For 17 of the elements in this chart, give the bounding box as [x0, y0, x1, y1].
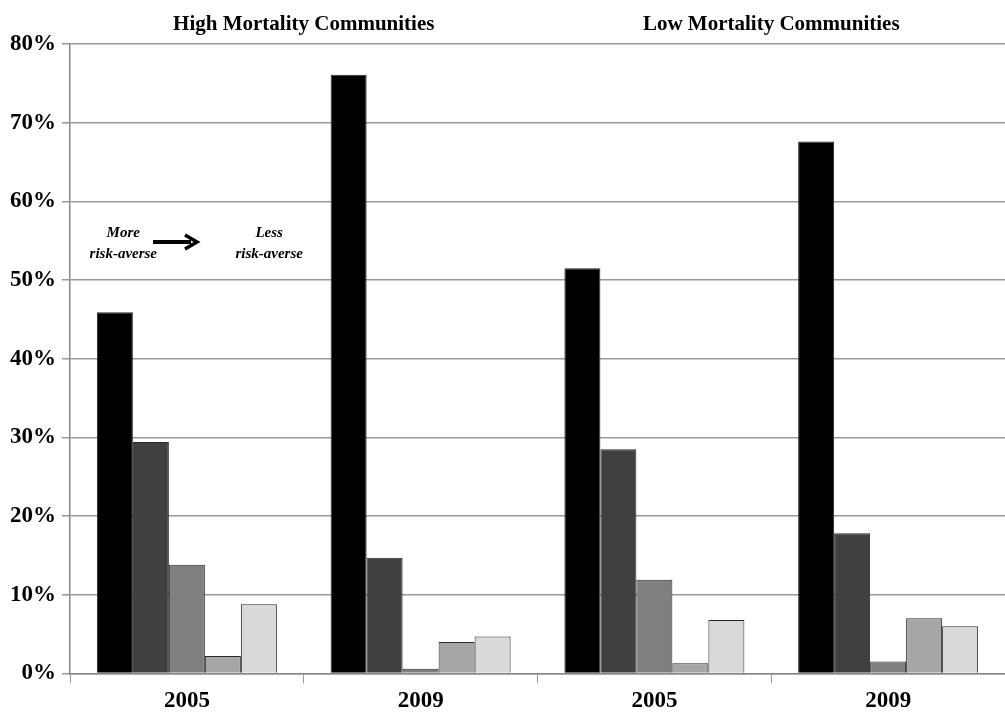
y-tick-label: 30% [10, 423, 56, 449]
text: High Mortality Communities [173, 11, 435, 36]
y-tick-label: 20% [10, 501, 56, 527]
x-tick-label: 2005 [163, 687, 210, 713]
x-tick-label: 2005 [631, 687, 678, 713]
y-tick-label: 0% [21, 659, 56, 685]
y-tick-label: 60% [10, 187, 56, 213]
y-tick-label: 80% [10, 29, 56, 55]
x-tick-label: 2009 [397, 687, 444, 713]
y-tick-label: 40% [10, 344, 56, 370]
annotation: More risk-averse [89, 223, 158, 261]
text: Low Mortality Communities [642, 11, 900, 36]
annotation: Less risk-averse [235, 223, 304, 261]
x-tick-label: 2009 [865, 687, 912, 713]
y-tick-label: 10% [10, 580, 56, 606]
y-tick-label: 50% [10, 265, 56, 291]
y-tick-label: 70% [10, 108, 56, 134]
